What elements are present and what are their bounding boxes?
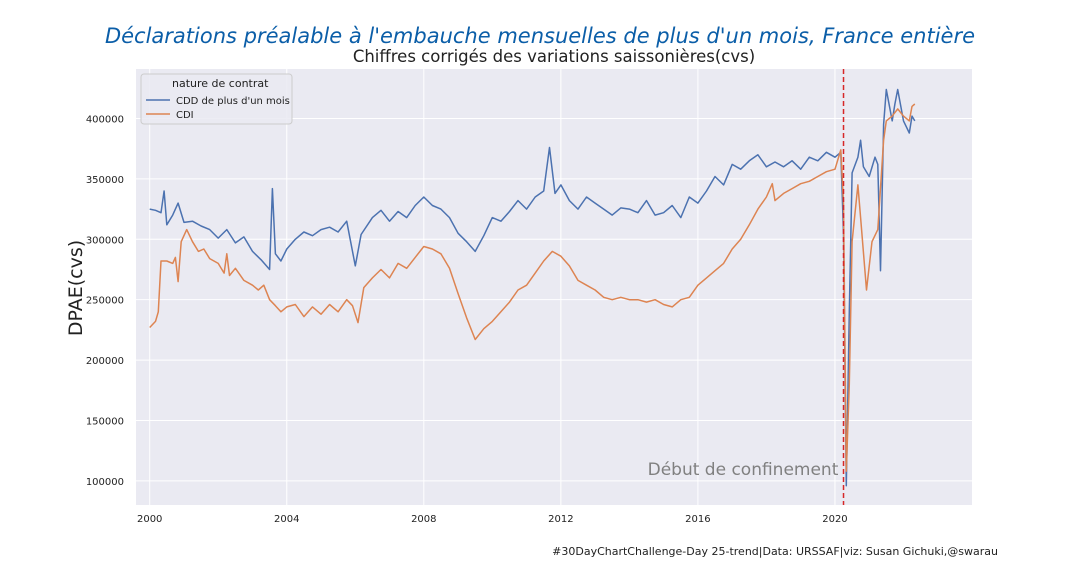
legend-entry-cdi: CDI [176,110,194,121]
legend-title: nature de contrat [172,77,269,90]
y-tick-label: 200000 [86,356,124,367]
legend-box [140,73,293,125]
y-tick-label: 250000 [86,296,124,307]
y-tick-label: 350000 [86,175,124,186]
lockdown-annotation: Début de confinement [648,460,839,480]
source-caption: #30DayChartChallenge-Day 25-trend|Data: … [552,545,998,558]
series-line-cdd [149,88,916,487]
legend: nature de contrat CDD de plus d'un mois … [140,73,293,125]
y-tick-label: 400000 [86,115,124,126]
grid-lines [136,69,972,505]
x-tick-label: 2008 [411,514,436,525]
series-line-cdi [149,103,916,472]
x-tick-label: 2000 [137,514,162,525]
series-layer [149,88,916,487]
chart-subtitle: Chiffres corrigés des variations saisson… [352,47,756,66]
x-tick-label: 2016 [685,514,710,525]
x-tick-label: 2020 [822,514,847,525]
annotation-layer: Début de confinement [648,69,845,505]
y-tick-label: 300000 [86,235,124,246]
y-tick-label: 150000 [86,416,124,427]
y-tick-label: 100000 [86,477,124,488]
axis-tick-labels: 2000 2004 2008 2012 2016 2020 100000 150000 2000… [86,115,848,525]
x-tick-label: 2012 [548,514,573,525]
plot-background [136,69,972,505]
x-tick-label: 2004 [274,514,299,525]
legend-entry-cdd: CDD de plus d'un mois [176,96,290,107]
chart-title: Déclarations préalable à l'embauche mens… [104,24,976,48]
